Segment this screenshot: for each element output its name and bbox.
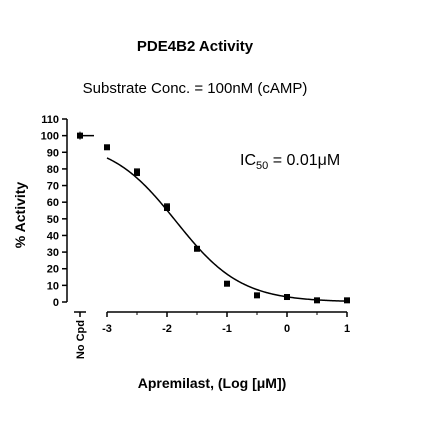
- y-tick-label: 60: [47, 197, 59, 209]
- x-tick-label: -2: [162, 323, 172, 335]
- y-tick-label: 20: [47, 264, 59, 276]
- y-tick-label: 40: [47, 230, 59, 242]
- ic50-suffix: = 0.01μM: [268, 152, 340, 169]
- plot-layer: 0 10 20 30 40 50 60 70 80 90 100 110 -3 -2 -1 0 1 No Cpd: [41, 114, 350, 359]
- control-tick-label: No Cpd: [75, 320, 87, 359]
- ic50-subscript: 50: [256, 160, 268, 172]
- data-point: [134, 169, 140, 176]
- y-tick-label: 30: [47, 247, 59, 259]
- x-tick-label: -1: [222, 323, 232, 335]
- y-tick-label: 50: [47, 214, 59, 226]
- data-point: [104, 144, 110, 151]
- ic50-annotation: IC50 = 0.01μM: [240, 152, 340, 172]
- y-tick-label: 0: [53, 297, 59, 309]
- data-point: [284, 294, 290, 301]
- y-tick-label: 90: [47, 147, 59, 159]
- data-point: [254, 292, 260, 299]
- data-point: [344, 297, 350, 304]
- x-tick-label: -3: [102, 323, 112, 335]
- fit-curve: [106, 157, 348, 302]
- ic50-prefix: IC: [240, 152, 256, 169]
- data-point: [314, 297, 320, 304]
- y-tick-label: 80: [47, 164, 59, 176]
- y-axis-title: % Activity: [12, 182, 28, 249]
- x-tick-label: 0: [284, 323, 290, 335]
- y-tick-label: 110: [41, 114, 59, 126]
- chart-subtitle: Substrate Conc. = 100nM (cAMP): [83, 80, 308, 97]
- x-axis-title: Apremilast, (Log [μM]): [138, 375, 287, 391]
- x-tick-label: 1: [344, 323, 350, 335]
- data-point: [224, 280, 230, 287]
- chart-title: PDE4B2 Activity: [137, 38, 254, 55]
- data-point: [164, 204, 170, 211]
- y-tick-label: 100: [41, 131, 59, 143]
- data-point: [194, 245, 200, 252]
- y-tick-label: 10: [47, 280, 59, 292]
- y-tick-label: 70: [47, 181, 59, 193]
